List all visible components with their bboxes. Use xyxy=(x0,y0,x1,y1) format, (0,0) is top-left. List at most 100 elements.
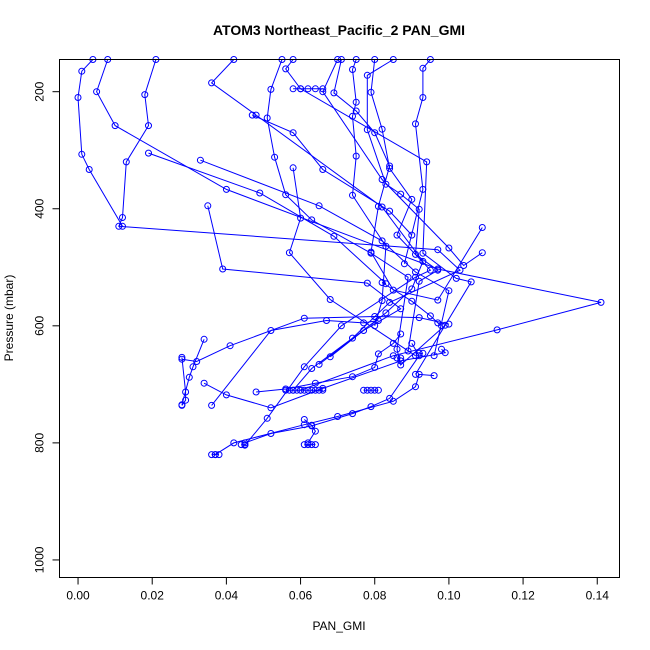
profile-point xyxy=(252,388,260,396)
profile-point xyxy=(289,164,297,172)
profile-series xyxy=(300,441,319,449)
profile-series xyxy=(178,353,190,409)
profile-point xyxy=(460,262,468,269)
profile-point xyxy=(397,354,405,362)
profile-point xyxy=(397,305,405,313)
profile-point xyxy=(441,321,449,329)
profile-point xyxy=(445,287,453,295)
profile-point xyxy=(111,122,119,130)
profile-point xyxy=(182,396,190,404)
profile-point xyxy=(311,441,319,449)
profile-point xyxy=(430,372,438,380)
profile-point xyxy=(300,314,308,322)
profile-point xyxy=(382,242,390,250)
profile-point xyxy=(289,85,297,93)
profile-point xyxy=(185,373,193,381)
profile-point xyxy=(308,441,316,449)
y-tick-label: 600 xyxy=(33,315,47,335)
profile-point xyxy=(408,339,416,347)
profile-point xyxy=(363,126,371,134)
profile-point xyxy=(426,266,434,274)
profile-series xyxy=(208,317,382,409)
profile-point xyxy=(208,79,216,87)
profile-point xyxy=(393,345,401,353)
profile-point xyxy=(367,403,375,411)
y-tick-label: 1000 xyxy=(33,546,47,573)
profile-point xyxy=(478,249,486,257)
profile-point xyxy=(93,88,101,96)
x-tick-label: 0.00 xyxy=(66,589,90,603)
profile-point xyxy=(349,66,356,73)
profile-point xyxy=(419,249,427,257)
plot-frame xyxy=(59,59,620,578)
profile-point xyxy=(78,67,86,75)
profile-point xyxy=(419,94,427,101)
y-tick-label: 400 xyxy=(33,198,47,218)
chart-title: ATOM3 Northeast_Pacific_2 PAN_GMI xyxy=(213,22,465,38)
profile-point xyxy=(145,149,152,157)
profile-point xyxy=(597,298,605,306)
profile-point xyxy=(378,203,386,211)
profile-point xyxy=(378,125,386,133)
profile-series xyxy=(363,56,442,355)
profile-point xyxy=(371,313,379,320)
profile-point xyxy=(434,266,442,274)
profile-series xyxy=(204,202,405,361)
profile-line xyxy=(244,59,432,446)
profile-series xyxy=(400,56,434,268)
profile-point xyxy=(419,185,427,193)
profile-point xyxy=(404,347,412,355)
profile-series xyxy=(289,85,327,93)
profile-series xyxy=(330,56,486,304)
profile-point xyxy=(204,202,212,210)
profile-point xyxy=(237,441,245,449)
profile-point xyxy=(412,268,419,276)
profile-point xyxy=(349,112,356,120)
profile-point xyxy=(397,330,405,338)
profile-series xyxy=(241,56,434,449)
profile-point xyxy=(293,386,301,394)
profile-line xyxy=(200,159,450,356)
profile-point xyxy=(434,296,442,304)
x-tick-label: 0.14 xyxy=(586,589,610,603)
profile-point xyxy=(374,350,382,358)
profile-series xyxy=(200,345,449,412)
profile-point xyxy=(215,451,223,459)
profile-point xyxy=(445,244,453,252)
profile-point xyxy=(78,150,86,158)
profile-point xyxy=(456,266,464,274)
profile-point xyxy=(426,312,434,320)
profile-point xyxy=(289,129,297,137)
profile-point xyxy=(363,71,371,79)
profile-point xyxy=(404,273,412,281)
profile-line xyxy=(266,59,446,366)
profile-point xyxy=(196,156,204,164)
profile-series xyxy=(282,56,475,378)
profile-point xyxy=(367,386,375,394)
profile-point xyxy=(374,317,382,324)
profile-point xyxy=(248,111,256,119)
profile-point xyxy=(445,320,453,328)
profile-point xyxy=(323,317,330,324)
profile-point xyxy=(452,274,460,282)
profile-point xyxy=(378,279,386,286)
profile-series xyxy=(145,149,445,330)
profile-point xyxy=(352,98,360,106)
x-axis-label: PAN_GMI xyxy=(312,619,365,633)
profile-point xyxy=(412,120,419,128)
profile-point xyxy=(208,451,216,459)
profile-point xyxy=(308,421,316,429)
x-axis: 0.00 0.02 0.04 0.06 0.08 0.10 0.12 0.14 xyxy=(66,577,610,603)
profile-line xyxy=(96,59,602,391)
profile-point xyxy=(200,379,208,387)
profile-point xyxy=(226,342,234,350)
profile-point xyxy=(415,349,423,357)
profile-point xyxy=(230,439,238,447)
profile-point xyxy=(360,327,368,334)
profile-point xyxy=(189,363,197,371)
profile-point xyxy=(360,319,368,327)
profile-point xyxy=(300,441,308,449)
profile-point xyxy=(319,166,327,173)
profile-point xyxy=(371,363,379,371)
profile-point xyxy=(271,153,279,161)
